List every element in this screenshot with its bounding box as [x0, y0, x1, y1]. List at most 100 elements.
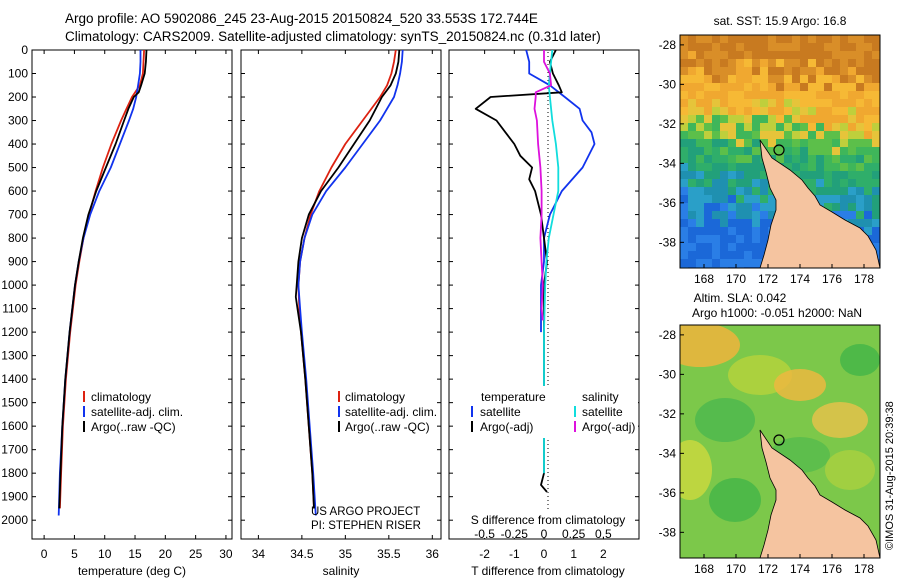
sst-cell [768, 75, 776, 83]
sst-cell [824, 171, 832, 179]
sst-cell [728, 139, 736, 147]
sst-cell [768, 67, 776, 75]
sst-cell [680, 123, 688, 131]
sst-cell [848, 67, 856, 75]
sst-cell [728, 67, 736, 75]
sst-cell [864, 187, 872, 195]
sst-cell [792, 123, 800, 131]
sst-cell [816, 75, 824, 83]
sst-cell [872, 123, 880, 131]
sla-map-panel: Altim. SLA: 0.042 Argo h1000: -0.051 h20… [659, 291, 881, 576]
sla-anomaly-patch [709, 478, 761, 522]
sst-cell [704, 219, 712, 227]
sst-cell [712, 211, 720, 219]
sst-cell [800, 115, 808, 123]
depth-tick-label: 1800 [1, 466, 28, 480]
depth-tick-label: 900 [8, 255, 28, 269]
sst-cell [752, 99, 760, 107]
sst-cell [872, 187, 880, 195]
sst-cell [856, 91, 864, 99]
sst-cell [856, 211, 864, 219]
sst-map-frame [679, 34, 881, 269]
sst-cell [736, 139, 744, 147]
sst-cell [776, 43, 784, 51]
sst-map-x-ticks: 168 170 172 174 176 178 [694, 264, 874, 286]
sst-cell [792, 139, 800, 147]
sst-cell [864, 83, 872, 91]
sst-cell [744, 67, 752, 75]
sst-cell [768, 43, 776, 51]
sst-cell [832, 51, 840, 59]
sst-cell [696, 171, 704, 179]
sst-cell [696, 179, 704, 187]
sla-anomaly-patch [825, 450, 875, 490]
sst-cell [736, 259, 744, 267]
lon-tick-label: 174 [790, 562, 810, 576]
sst-cell [752, 43, 760, 51]
sst-cell [792, 75, 800, 83]
sst-cell [760, 235, 768, 243]
depth-tick-label: 1600 [1, 419, 28, 433]
sst-cell [728, 187, 736, 195]
sst-cell [816, 139, 824, 147]
t-difference-label: T difference from climatology [471, 564, 625, 578]
sst-cell [856, 195, 864, 203]
sst-cell [728, 259, 736, 267]
sst-cell [688, 51, 696, 59]
sst-cell [704, 131, 712, 139]
sst-cell [872, 243, 880, 251]
sst-cell [712, 179, 720, 187]
s-tick-label: 0 [541, 527, 548, 541]
sst-cell [800, 67, 808, 75]
salinity-series [294, 50, 404, 516]
sst-cell [752, 219, 760, 227]
sst-cell [856, 59, 864, 67]
sst-cell [840, 211, 848, 219]
sst-cell [760, 123, 768, 131]
sst-cell [680, 115, 688, 123]
sst-cell [728, 35, 736, 43]
sst-cell [696, 139, 704, 147]
sst-cell [800, 155, 808, 163]
sst-cell [784, 83, 792, 91]
sst-cell [744, 195, 752, 203]
sst-cell [816, 51, 824, 59]
lon-tick-label: 170 [726, 562, 746, 576]
sst-cell [704, 107, 712, 115]
header-line2: Climatology: CARS2009. Satellite-adjuste… [65, 29, 601, 44]
sst-cell [680, 243, 688, 251]
sst-cell [728, 203, 736, 211]
sst-cell [696, 163, 704, 171]
sst-cell [696, 235, 704, 243]
lat-tick-label: -36 [659, 196, 677, 210]
sst-cell [816, 67, 824, 75]
sst-cell [760, 75, 768, 83]
sst-cell [856, 131, 864, 139]
sst-cell [760, 227, 768, 235]
sst-cell [824, 123, 832, 131]
sst-cell [808, 147, 816, 155]
legend-label-climatology: climatology [91, 390, 151, 404]
sst-cell [744, 171, 752, 179]
sst-cell [800, 131, 808, 139]
salinity-depth-ticks [241, 49, 441, 521]
sst-cell [848, 179, 856, 187]
x-tick-label: 34 [252, 547, 266, 561]
sst-cell [792, 67, 800, 75]
depth-tick-label: 700 [8, 208, 28, 222]
sst-cell [872, 147, 880, 155]
sst-cell [856, 75, 864, 83]
sst-cell [856, 139, 864, 147]
sla-map-land [759, 429, 880, 558]
sst-cell [808, 171, 816, 179]
sst-cell [856, 123, 864, 131]
sst-cell [696, 155, 704, 163]
sst-cell [832, 131, 840, 139]
sst-cell [736, 107, 744, 115]
depth-tick-label: 100 [8, 67, 28, 81]
sst-cell [816, 59, 824, 67]
sst-cell [744, 123, 752, 131]
sst-cell [760, 179, 768, 187]
sst-cell [752, 67, 760, 75]
salinity-panel: 34 34.5 35 35.5 36 salinity climatology sate… [240, 49, 442, 578]
